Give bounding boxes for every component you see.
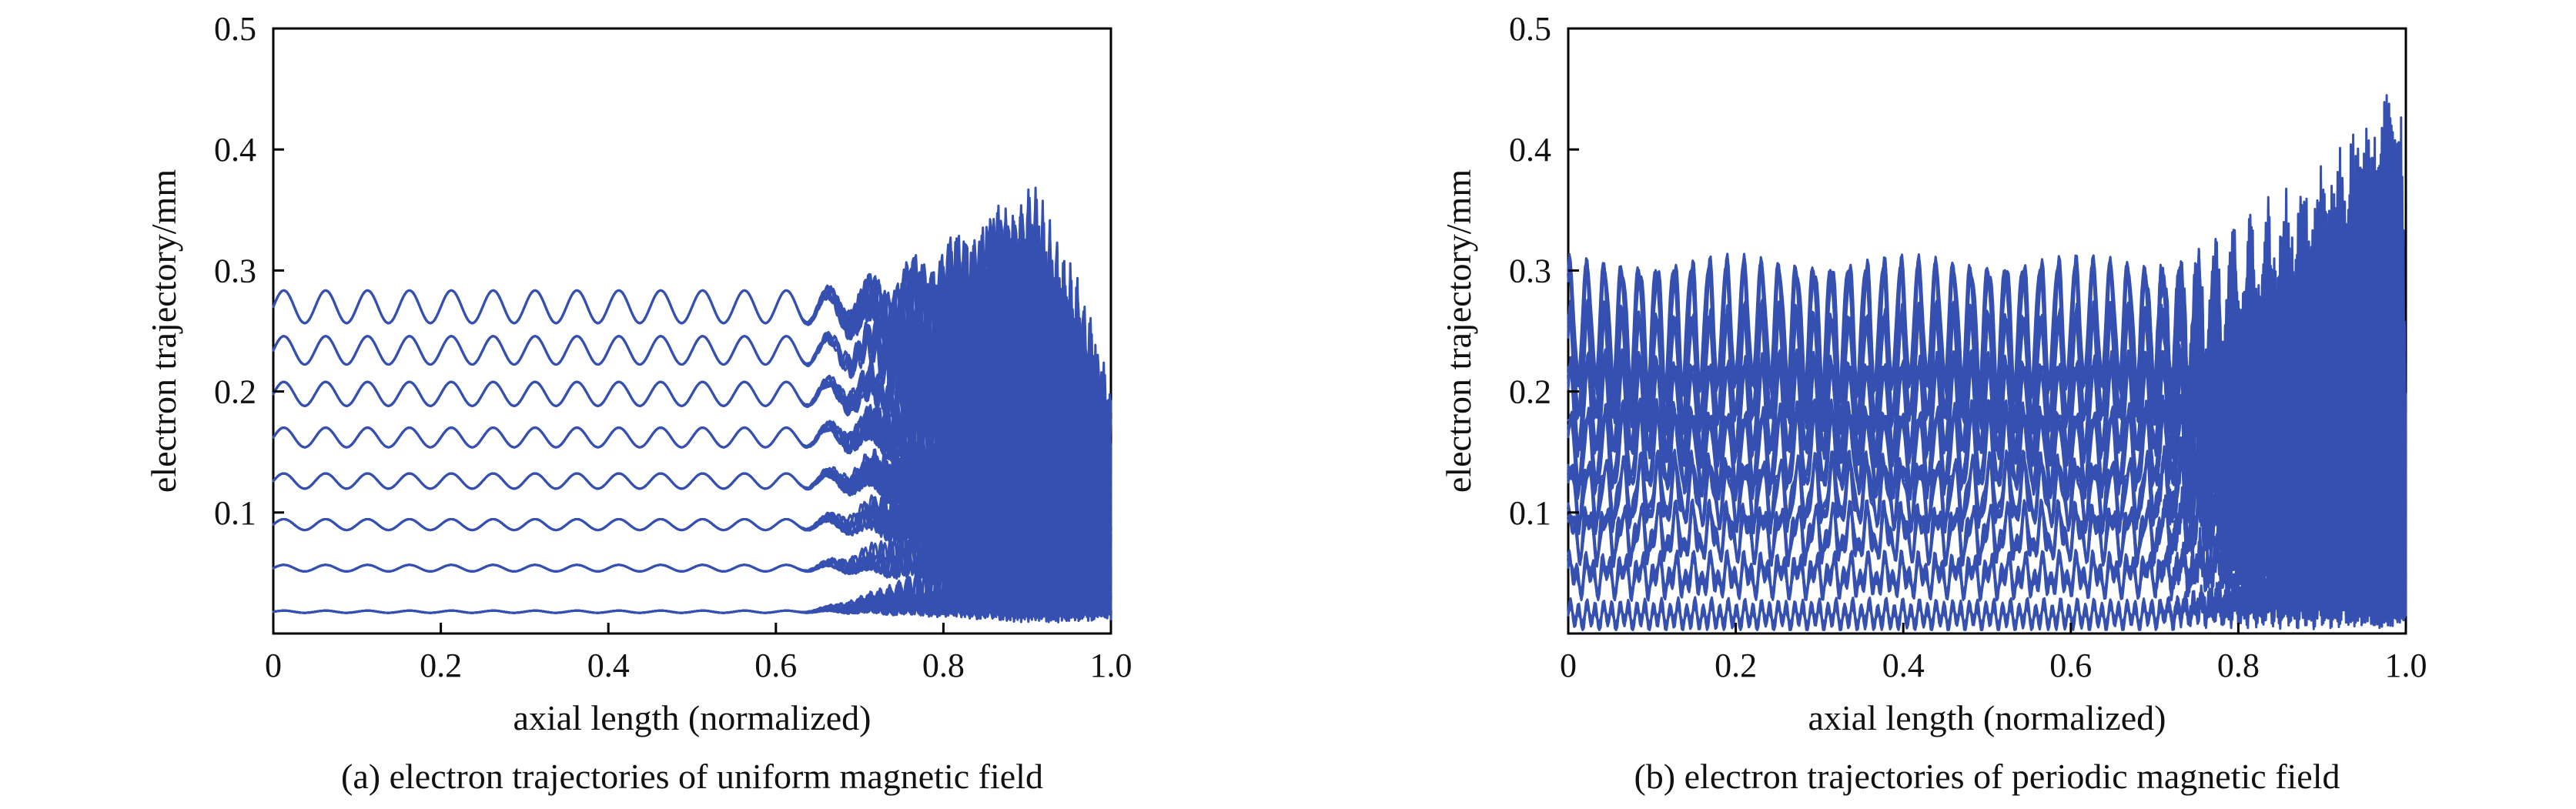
caption-a: (a) electron trajectories of uniform mag…	[341, 757, 1043, 796]
chart-panel-a: 0 0.2 0.4 0.6 0.8 1.0 0.1 0.2 0.3 0.4 0.5 axial le…	[144, 10, 1132, 796]
trajectory-series-a-2	[272, 463, 1112, 611]
y-tick-label-a: 0.4	[214, 131, 256, 169]
y-tick-label-b: 0.5	[1509, 10, 1551, 48]
x-axis-title-a: axial length (normalized)	[514, 698, 871, 737]
y-tick-label-b: 0.4	[1509, 131, 1551, 169]
ticks-b: 0 0.2 0.4 0.6 0.8 1.0 0.1 0.2 0.3 0.4 0.5	[1509, 10, 2427, 684]
y-axis-title-a: electron trajectory/mm	[144, 169, 183, 493]
y-tick-label-a: 0.2	[214, 373, 256, 411]
y-tick-label-a: 0.1	[214, 494, 256, 532]
trajectory-series-a-1	[272, 511, 1112, 609]
chart-panel-b: 0 0.2 0.4 0.6 0.8 1.0 0.1 0.2 0.3 0.4 0.5 axial le…	[1439, 10, 2427, 796]
trajectory-series-a-7	[272, 198, 1112, 533]
x-tick-label-b: 0.4	[1882, 647, 1925, 684]
caption-b: (b) electron trajectories of periodic ma…	[1634, 757, 2340, 796]
series-group-a	[272, 186, 1112, 623]
x-tick-label-b: 1.0	[2385, 647, 2427, 684]
x-tick-label-a: 0.8	[922, 647, 965, 684]
trajectory-series-b-0	[1567, 474, 2407, 631]
y-tick-label-b: 0.2	[1509, 373, 1551, 411]
y-axis-title-b: electron trajectory/mm	[1439, 169, 1478, 493]
y-tick-label-b: 0.1	[1509, 494, 1551, 532]
x-tick-label-a: 0.6	[754, 647, 797, 684]
x-tick-label-b: 0.6	[2049, 647, 2092, 684]
y-tick-label-a: 0.3	[214, 252, 256, 289]
x-tick-label-b: 0.2	[1715, 647, 1757, 684]
y-tick-label-b: 0.3	[1509, 252, 1551, 289]
x-tick-label-a: 0	[265, 647, 282, 684]
plot-frame-a	[272, 27, 1112, 635]
x-tick-label-a: 1.0	[1090, 647, 1132, 684]
trajectory-series-b-7	[1567, 191, 2407, 566]
x-tick-label-b: 0	[1560, 647, 1577, 684]
ticks-a: 0 0.2 0.4 0.6 0.8 1.0 0.1 0.2 0.3 0.4 0.5	[214, 10, 1132, 684]
series-group-b	[1567, 94, 2407, 631]
y-tick-label-a: 0.5	[214, 10, 256, 48]
x-tick-label-a: 0.4	[587, 647, 630, 684]
x-tick-label-a: 0.2	[420, 647, 462, 684]
x-axis-title-b: axial length (normalized)	[1808, 698, 2166, 737]
x-tick-label-b: 0.8	[2217, 647, 2260, 684]
